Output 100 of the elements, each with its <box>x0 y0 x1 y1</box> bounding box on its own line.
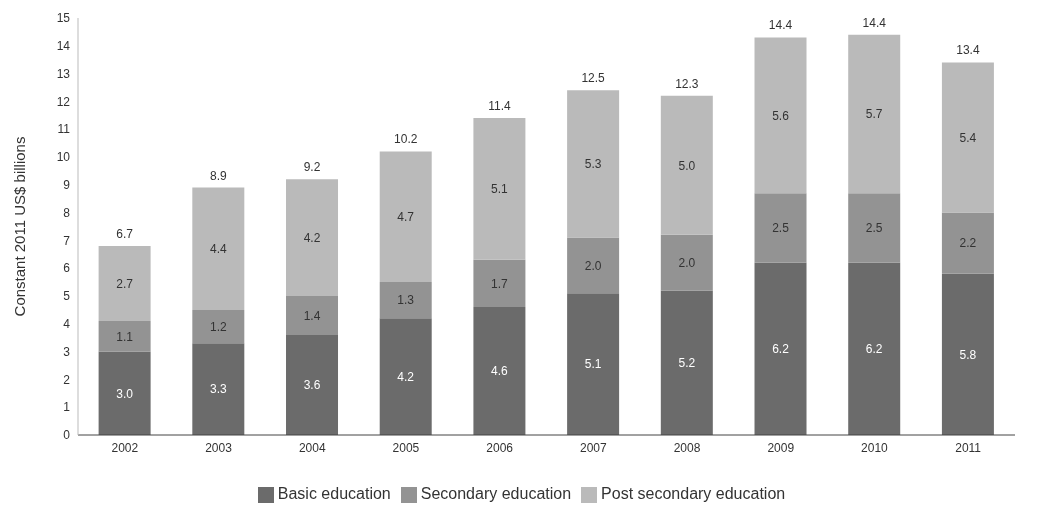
total-label: 12.5 <box>581 71 606 86</box>
data-label: 2.7 <box>116 276 134 291</box>
bar <box>941 62 994 213</box>
data-label: 5.1 <box>491 182 509 197</box>
y-tick-label: 2 <box>63 372 71 387</box>
x-tick-label: 2004 <box>298 440 326 455</box>
total-label: 8.9 <box>209 168 227 183</box>
data-label: 5.4 <box>959 130 977 145</box>
y-tick-label: 8 <box>63 205 71 220</box>
x-tick-label: 2002 <box>111 440 139 455</box>
bar <box>473 259 526 308</box>
data-label: 2.0 <box>678 255 696 270</box>
data-label: 3.6 <box>303 378 321 393</box>
x-tick-label: 2009 <box>767 440 795 455</box>
data-label: 1.7 <box>491 276 509 291</box>
total-label: 6.7 <box>116 226 134 241</box>
x-tick-label: 2007 <box>580 440 608 455</box>
data-label: 5.6 <box>772 108 790 123</box>
bar <box>98 351 151 435</box>
y-tick-label: 15 <box>56 11 71 26</box>
bar <box>379 282 432 319</box>
bar <box>941 273 994 435</box>
total-label: 14.4 <box>768 18 793 33</box>
y-tick-label: 4 <box>63 317 71 332</box>
bar <box>379 151 432 283</box>
bar <box>567 237 620 294</box>
bar <box>473 118 526 260</box>
y-tick-label: 1 <box>63 400 71 415</box>
data-label: 4.2 <box>303 230 321 245</box>
total-label: 13.4 <box>956 43 980 58</box>
bar <box>98 321 151 352</box>
data-label: 5.3 <box>584 157 602 172</box>
bar <box>473 307 526 435</box>
x-tick-label: 2005 <box>392 440 420 455</box>
y-tick-label: 14 <box>56 39 71 54</box>
total-label: 9.2 <box>303 160 321 175</box>
bar <box>286 296 339 335</box>
data-label: 1.3 <box>397 293 415 308</box>
data-label: 5.7 <box>865 107 883 122</box>
data-label: 4.6 <box>491 364 509 379</box>
data-label: 5.8 <box>959 347 977 362</box>
bar <box>848 262 901 435</box>
bar <box>286 334 339 435</box>
bar <box>848 34 901 194</box>
data-label: 5.0 <box>678 158 696 173</box>
data-label: 1.1 <box>116 329 134 344</box>
x-tick-label: 2011 <box>955 440 982 455</box>
data-label: 6.2 <box>865 342 883 357</box>
y-tick-label: 3 <box>63 344 71 359</box>
data-label: 4.2 <box>397 369 415 384</box>
y-tick-label: 12 <box>56 94 71 109</box>
y-tick-label: 6 <box>63 261 71 276</box>
x-tick-label: 2003 <box>205 440 233 455</box>
bar <box>754 262 807 435</box>
bar <box>941 212 994 274</box>
data-label: 5.1 <box>584 357 602 372</box>
bar <box>98 245 151 322</box>
data-label: 2.5 <box>865 221 883 236</box>
bar <box>192 309 245 344</box>
data-label: 4.4 <box>209 242 227 256</box>
data-label: 1.4 <box>303 308 321 323</box>
y-tick-label: 10 <box>56 150 71 165</box>
data-label: 3.3 <box>209 382 227 397</box>
x-tick-label: 2006 <box>486 440 514 455</box>
data-label: 4.7 <box>397 210 415 225</box>
data-label: 5.2 <box>678 355 696 370</box>
bar <box>660 95 713 235</box>
y-tick-label: 9 <box>63 178 71 193</box>
total-label: 12.3 <box>675 76 699 91</box>
bar <box>379 318 432 435</box>
y-tick-label: 11 <box>57 122 71 137</box>
y-tick-label: 5 <box>63 289 71 304</box>
bar <box>286 179 339 296</box>
total-label: 10.2 <box>394 132 418 147</box>
bar <box>192 343 245 435</box>
x-tick-label: 2010 <box>861 440 889 455</box>
bar <box>660 234 713 291</box>
data-label: 2.2 <box>959 236 977 251</box>
total-label: 14.4 <box>862 15 887 30</box>
bar <box>567 293 620 435</box>
data-label: 6.2 <box>772 342 790 357</box>
bar <box>754 37 807 194</box>
legend-label: Basic education <box>277 485 391 502</box>
bar <box>660 290 713 435</box>
data-label: 3.0 <box>116 386 134 401</box>
bar <box>192 187 245 310</box>
data-label: 2.0 <box>584 258 602 273</box>
total-label: 11.4 <box>488 99 511 114</box>
bar <box>848 193 901 263</box>
y-tick-label: 7 <box>63 233 71 248</box>
data-label: 1.2 <box>209 319 227 334</box>
y-tick-label: 13 <box>56 66 71 81</box>
y-tick-label: 0 <box>63 428 71 443</box>
x-tick-label: 2008 <box>673 440 701 455</box>
bar <box>567 90 620 238</box>
legend-label: Post secondary education <box>601 485 786 502</box>
y-axis-title: Constant 2011 US$ billions <box>11 136 29 317</box>
bar <box>754 193 807 263</box>
data-label: 2.5 <box>772 221 790 236</box>
legend-label: Secondary education <box>420 485 572 502</box>
